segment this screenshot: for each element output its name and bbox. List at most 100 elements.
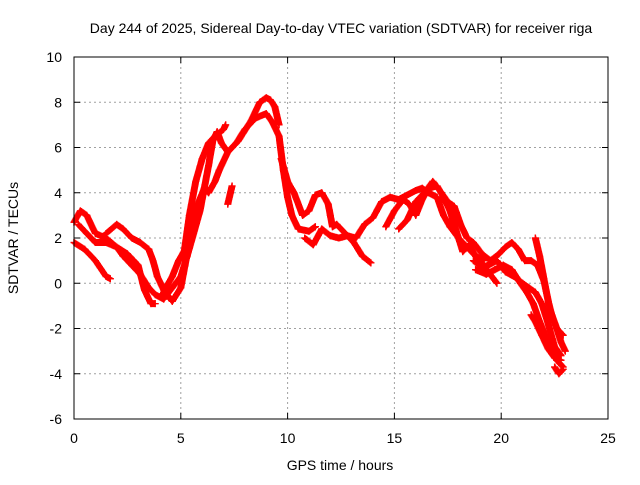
data-point (194, 200, 202, 208)
data-point (215, 166, 223, 174)
data-point (185, 211, 193, 219)
data-point (324, 200, 332, 208)
data-point (309, 241, 317, 249)
data-point (269, 119, 277, 127)
data-point (501, 243, 509, 251)
data-point (305, 227, 313, 235)
data-point (536, 252, 544, 260)
data-point (555, 370, 563, 378)
y-tick-label: 8 (54, 94, 62, 110)
data-point (106, 275, 114, 283)
data-point (561, 347, 569, 355)
data-point (140, 286, 148, 294)
data-point (136, 270, 144, 278)
data-point (450, 202, 458, 210)
data-point (478, 250, 486, 258)
data-point (499, 261, 507, 269)
data-point (527, 311, 535, 319)
data-point (119, 225, 127, 233)
data-point (386, 193, 394, 201)
data-point (369, 214, 377, 222)
data-point (262, 94, 270, 102)
data-point (538, 300, 546, 308)
data-point (200, 184, 208, 192)
data-point (113, 220, 121, 228)
data-point (437, 189, 445, 197)
data-point (284, 177, 292, 185)
data-point (76, 207, 84, 215)
data-point (463, 234, 471, 242)
series-track-6 (179, 121, 230, 265)
data-point (294, 225, 302, 233)
data-point (548, 313, 556, 321)
data-point (145, 284, 153, 292)
y-tick-label: 4 (54, 185, 62, 201)
data-point (516, 279, 524, 287)
data-point (217, 139, 225, 147)
data-point (168, 297, 176, 305)
y-tick-label: -6 (50, 411, 63, 427)
data-point (151, 291, 159, 299)
x-tick-label: 10 (280, 430, 296, 446)
data-point (538, 331, 546, 339)
data-point (420, 189, 428, 197)
data-point (91, 239, 99, 247)
data-point (284, 193, 292, 201)
data-point (390, 207, 398, 215)
data-point (288, 211, 296, 219)
data-point (412, 198, 420, 206)
data-point (553, 325, 561, 332)
data-point (162, 284, 170, 292)
data-point (256, 98, 264, 106)
data-point (311, 223, 319, 231)
data-point (277, 155, 285, 163)
data-point (472, 266, 480, 274)
data-point (91, 257, 99, 265)
data-point (228, 182, 236, 190)
data-point (211, 177, 219, 185)
data-point (452, 227, 460, 235)
data-point (531, 318, 539, 326)
data-point (326, 211, 334, 219)
data-point (482, 270, 490, 278)
x-tick-label: 15 (387, 430, 403, 446)
data-point (484, 261, 492, 269)
data-point (544, 345, 552, 353)
data-point (275, 121, 283, 129)
data-point (378, 198, 386, 206)
data-point (412, 211, 420, 219)
data-point (469, 239, 477, 247)
data-point (168, 284, 176, 292)
y-tick-label: -4 (50, 366, 63, 382)
data-point (318, 225, 326, 233)
data-point (301, 234, 309, 242)
data-point (81, 245, 89, 253)
data-point (128, 261, 136, 269)
series-track-8 (277, 155, 375, 267)
data-point (412, 186, 420, 194)
data-point (360, 220, 368, 228)
data-point (459, 248, 467, 256)
data-point (557, 338, 565, 346)
data-point (395, 225, 403, 233)
data-point (493, 279, 501, 287)
series-track-14 (531, 234, 569, 355)
data-point (557, 356, 565, 364)
data-point (382, 223, 390, 231)
data-point (508, 239, 516, 247)
data-point (469, 257, 477, 265)
data-point (544, 320, 552, 328)
data-point (136, 239, 144, 247)
series-track-1 (70, 239, 114, 283)
data-point (181, 261, 189, 269)
series-track-7 (224, 182, 236, 208)
data-point (399, 196, 407, 204)
data-point (179, 257, 187, 265)
data-point (198, 155, 206, 163)
data-point (168, 272, 176, 280)
series-track-16 (551, 363, 567, 378)
data-point (91, 229, 99, 237)
data-point (529, 300, 537, 308)
data-point (205, 162, 213, 170)
